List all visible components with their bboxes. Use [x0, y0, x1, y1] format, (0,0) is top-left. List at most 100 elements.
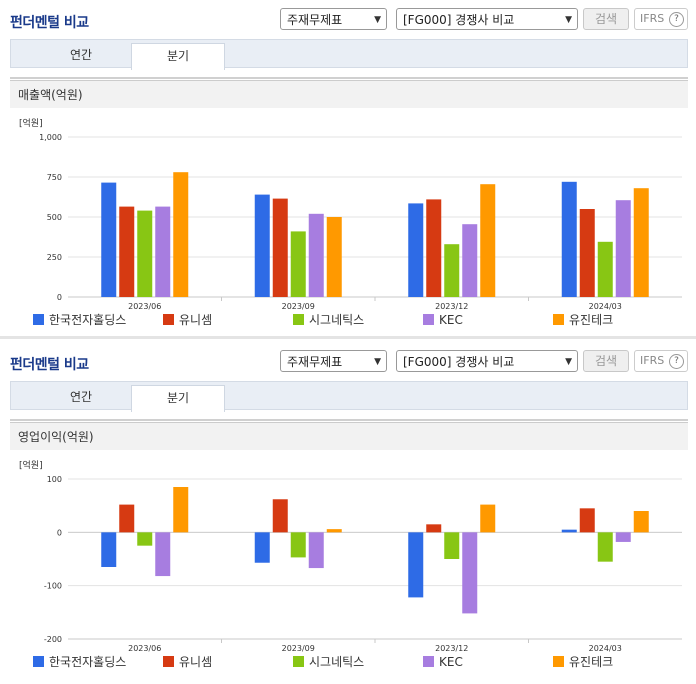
ifrs-button[interactable]: IFRS?: [634, 8, 688, 30]
legend-swatch: [293, 314, 304, 325]
tab-annual[interactable]: 연간: [69, 390, 93, 404]
bar[interactable]: [633, 511, 649, 533]
bar[interactable]: [561, 181, 577, 297]
legend-item[interactable]: 유진테크: [553, 654, 613, 670]
bar[interactable]: [561, 529, 577, 533]
ifrs-label: IFRS: [640, 12, 665, 25]
help-icon[interactable]: ?: [669, 354, 684, 369]
statement-select-value: 주재무제표: [287, 13, 343, 27]
x-tick-label: 2023/09: [282, 302, 315, 311]
legend-item[interactable]: 한국전자홀딩스: [33, 654, 126, 670]
bar[interactable]: [173, 487, 189, 533]
chevron-down-icon: ▼: [374, 357, 381, 367]
bar[interactable]: [173, 172, 189, 297]
bar[interactable]: [444, 532, 460, 559]
y-tick-label: -200: [44, 635, 62, 644]
bar[interactable]: [119, 504, 135, 533]
period-tabs: 연간 분기: [10, 39, 688, 70]
page-title: 펀더멘털 비교: [10, 15, 89, 31]
bar[interactable]: [480, 184, 496, 297]
legend-item[interactable]: KEC: [423, 312, 463, 328]
peer-select-value: [FG000] 경쟁사 비교: [403, 13, 515, 27]
bar[interactable]: [462, 532, 478, 614]
bar[interactable]: [155, 532, 171, 577]
search-button[interactable]: 검색: [583, 350, 629, 372]
page-title: 펀더멘털 비교: [10, 357, 89, 373]
legend-swatch: [163, 656, 174, 667]
legend-item[interactable]: 유니셈: [163, 654, 212, 670]
legend-item[interactable]: 한국전자홀딩스: [33, 312, 126, 328]
ifrs-button[interactable]: IFRS?: [634, 350, 688, 372]
bar[interactable]: [326, 217, 342, 297]
bar[interactable]: [426, 199, 442, 297]
legend-swatch: [423, 656, 434, 667]
bar[interactable]: [426, 524, 442, 533]
legend-label: 유니셈: [179, 313, 213, 327]
legend-label: 유니셈: [179, 655, 213, 669]
axis-unit-label: [억원]: [19, 117, 43, 129]
divider: [0, 336, 696, 339]
x-tick-label: 2024/03: [589, 644, 622, 653]
legend-item[interactable]: 시그네틱스: [293, 654, 364, 670]
bar[interactable]: [119, 206, 135, 297]
bar[interactable]: [101, 182, 117, 297]
operating-profit-chart: [억원] -200 -100 0 100 2023/06 2023/09 2023/12 202…: [19, 459, 682, 653]
legend-item[interactable]: KEC: [423, 654, 463, 670]
bar[interactable]: [308, 532, 324, 569]
bar[interactable]: [155, 206, 171, 297]
bar[interactable]: [272, 499, 288, 533]
tab-quarterly[interactable]: 분기: [131, 43, 225, 70]
bar[interactable]: [408, 203, 424, 297]
bar[interactable]: [308, 213, 324, 297]
legend-item[interactable]: 유진테크: [553, 312, 613, 328]
bar[interactable]: [480, 504, 496, 533]
peer-select[interactable]: [FG000] 경쟁사 비교 ▼: [396, 8, 578, 30]
bar[interactable]: [579, 209, 595, 297]
legend-label: 한국전자홀딩스: [49, 655, 127, 669]
bar[interactable]: [597, 532, 613, 562]
bar[interactable]: [633, 188, 649, 297]
bar[interactable]: [137, 532, 153, 546]
tab-quarterly[interactable]: 분기: [131, 385, 225, 412]
revenue-chart: [억원] 0 250 500 750 1,000 2023/06 2023/09 2023/12…: [19, 117, 682, 311]
bar[interactable]: [254, 194, 270, 297]
bar[interactable]: [579, 508, 595, 533]
axis-unit-label: [억원]: [19, 459, 43, 471]
x-tick-label: 2024/03: [589, 302, 622, 311]
bar[interactable]: [615, 200, 631, 297]
legend-swatch: [293, 656, 304, 667]
divider: [10, 419, 688, 421]
bar[interactable]: [408, 532, 424, 598]
bar[interactable]: [444, 244, 460, 297]
legend-label: 유진테크: [569, 655, 614, 669]
divider: [10, 77, 688, 79]
legend-item[interactable]: 시그네틱스: [293, 312, 364, 328]
statement-select-value: 주재무제표: [287, 355, 343, 369]
chevron-down-icon: ▼: [374, 15, 381, 25]
legend-swatch: [33, 656, 44, 667]
bar[interactable]: [137, 210, 153, 297]
ifrs-label: IFRS: [640, 354, 665, 367]
peer-select[interactable]: [FG000] 경쟁사 비교 ▼: [396, 350, 578, 372]
y-tick-label: 0: [57, 528, 62, 537]
tab-annual[interactable]: 연간: [69, 48, 93, 62]
statement-select[interactable]: 주재무제표 ▼: [280, 350, 387, 372]
legend-swatch: [163, 314, 174, 325]
legend-label: 시그네틱스: [309, 313, 365, 327]
bar[interactable]: [272, 198, 288, 297]
bar[interactable]: [254, 532, 270, 563]
bar[interactable]: [326, 529, 342, 533]
help-icon[interactable]: ?: [669, 12, 684, 27]
y-tick-label: -100: [44, 582, 62, 591]
bar[interactable]: [290, 532, 306, 558]
legend-item[interactable]: 유니셈: [163, 312, 212, 328]
search-button[interactable]: 검색: [583, 8, 629, 30]
bar[interactable]: [101, 532, 117, 567]
bar[interactable]: [290, 231, 306, 297]
statement-select[interactable]: 주재무제표 ▼: [280, 8, 387, 30]
bar[interactable]: [597, 241, 613, 297]
bar[interactable]: [615, 532, 631, 542]
chart-legend: 한국전자홀딩스 유니셈 시그네틱스 KEC 유진테크: [0, 654, 696, 670]
bar[interactable]: [462, 224, 478, 297]
peer-select-value: [FG000] 경쟁사 비교: [403, 355, 515, 369]
